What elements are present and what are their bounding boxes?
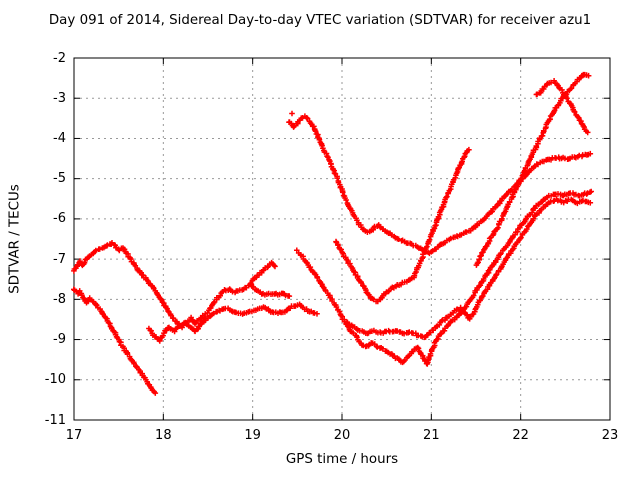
x-tick-label: 20 (333, 428, 351, 443)
y-tick-label: -2 (53, 50, 66, 66)
y-tick-label: -4 (53, 130, 66, 146)
y-tick-label: -8 (53, 291, 66, 307)
y-tick-label: -11 (44, 412, 66, 428)
x-tick-label: 23 (601, 428, 619, 443)
x-tick-label: 17 (65, 428, 83, 443)
x-tick-label: 18 (155, 428, 172, 443)
chart-title: Day 091 of 2014, Sidereal Day-to-day VTE… (48, 13, 592, 28)
y-tick-label: -5 (53, 171, 66, 187)
y-tick-label: -3 (53, 90, 66, 106)
x-axis-label: GPS time / hours (285, 452, 399, 467)
y-tick-label: -6 (53, 211, 66, 227)
grid-layer (74, 58, 610, 420)
y-tick-label: -9 (53, 332, 66, 348)
plot-border (73, 57, 611, 421)
y-tick-label: -10 (44, 372, 66, 388)
x-tick-label: 19 (244, 428, 261, 443)
x-tick-label: 21 (423, 428, 440, 443)
data-points-layer (71, 71, 594, 396)
y-tick-label: -7 (53, 251, 66, 267)
x-tick-label: 22 (512, 428, 529, 443)
